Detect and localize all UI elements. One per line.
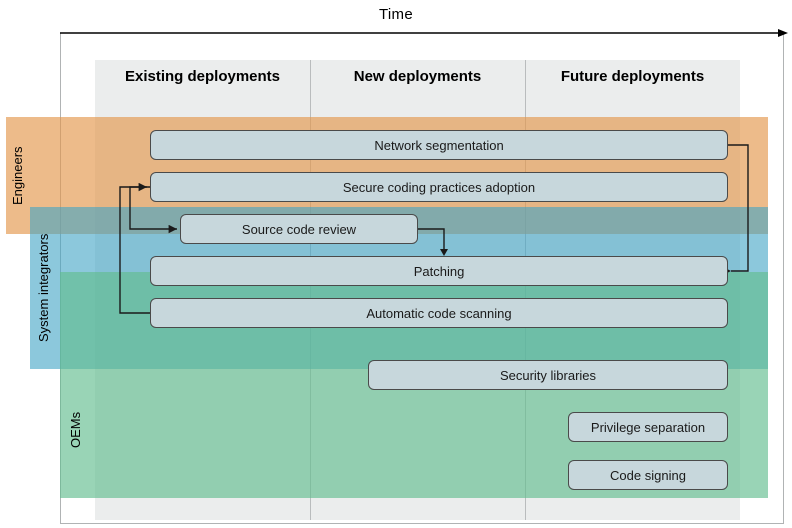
- bar-network-segmentation: Network segmentation: [150, 130, 728, 160]
- bar-label: Secure coding practices adoption: [343, 180, 535, 195]
- col-header-new: New deployments: [310, 68, 525, 85]
- bar-label: Network segmentation: [374, 138, 503, 153]
- band-label-integrators: System integrators: [36, 207, 51, 369]
- bar-privilege-separation: Privilege separation: [568, 412, 728, 442]
- bar-source-code-review: Source code review: [180, 214, 418, 244]
- bar-security-libraries: Security libraries: [368, 360, 728, 390]
- bar-automatic-code-scanning: Automatic code scanning: [150, 298, 728, 328]
- bar-patching: Patching: [150, 256, 728, 286]
- bar-label: Security libraries: [500, 368, 596, 383]
- time-axis-label: Time: [0, 6, 792, 23]
- col-header-existing: Existing deployments: [95, 68, 310, 85]
- diagram-stage: Time Existing deployments New deployment…: [0, 0, 792, 528]
- col-header-future: Future deployments: [525, 68, 740, 85]
- bar-label: Code signing: [610, 468, 686, 483]
- bar-secure-coding: Secure coding practices adoption: [150, 172, 728, 202]
- bar-label: Patching: [414, 264, 465, 279]
- bar-label: Source code review: [242, 222, 356, 237]
- bar-label: Privilege separation: [591, 420, 705, 435]
- time-axis-arrowhead: [778, 29, 788, 37]
- bar-code-signing: Code signing: [568, 460, 728, 490]
- band-label-oems: OEMs: [68, 370, 83, 490]
- bar-label: Automatic code scanning: [366, 306, 511, 321]
- band-label-engineers: Engineers: [10, 117, 25, 234]
